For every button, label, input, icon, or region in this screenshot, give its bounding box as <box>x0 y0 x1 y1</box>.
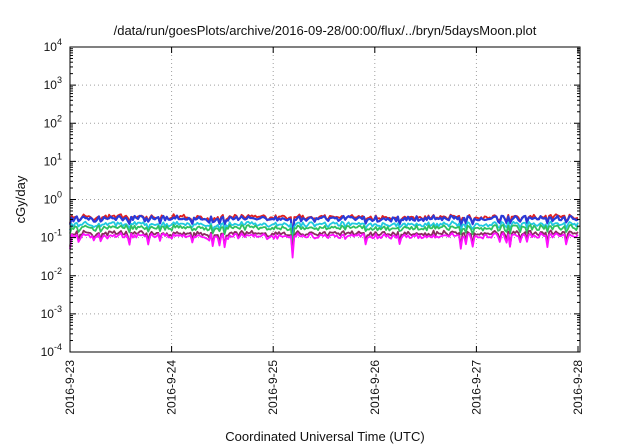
y-tick-exponent: -4 <box>54 342 62 352</box>
series-line <box>69 229 579 253</box>
y-tick-label: 103 <box>44 75 62 92</box>
y-tick-exponent: 0 <box>57 190 62 200</box>
y-tick-label: 10-2 <box>41 266 62 283</box>
y-tick-base: 10 <box>44 193 58 207</box>
chart-title: /data/run/goesPlots/archive/2016-09-28/0… <box>114 23 537 38</box>
x-tick-label: 2016-9-27 <box>469 360 483 415</box>
y-tick-exponent: 2 <box>57 113 62 123</box>
x-tick-label: 2016-9-24 <box>165 360 179 415</box>
y-tick-base: 10 <box>41 231 55 245</box>
x-tick-label: 2016-9-28 <box>571 360 585 415</box>
y-tick-exponent: 1 <box>57 151 62 161</box>
grid <box>70 47 580 352</box>
series-line <box>69 223 579 249</box>
y-tick-label: 101 <box>44 151 62 168</box>
y-axis-label: cGy/day <box>13 175 28 223</box>
y-tick-label: 10-4 <box>41 342 62 359</box>
y-tick-exponent: -3 <box>54 304 62 314</box>
series-line <box>69 220 579 246</box>
x-tick-label: 2016-9-25 <box>266 360 280 415</box>
ticks <box>69 46 580 353</box>
series-layer <box>68 213 579 259</box>
y-tick-exponent: -1 <box>54 228 62 238</box>
y-tick-base: 10 <box>44 78 58 92</box>
y-tick-label: 10-1 <box>41 228 62 245</box>
y-tick-exponent: 4 <box>57 37 62 47</box>
series-line <box>69 232 579 259</box>
y-tick-base: 10 <box>44 40 58 54</box>
y-tick-label: 10-3 <box>41 304 62 321</box>
x-tick-label: 2016-9-23 <box>63 360 77 415</box>
x-axis-label: Coordinated Universal Time (UTC) <box>225 429 424 444</box>
y-tick-base: 10 <box>41 345 55 359</box>
y-tick-exponent: 3 <box>57 75 62 85</box>
y-tick-base: 10 <box>44 154 58 168</box>
y-tick-label: 102 <box>44 113 62 130</box>
y-tick-base: 10 <box>41 269 55 283</box>
y-tick-base: 10 <box>41 307 55 321</box>
x-tick-label: 2016-9-26 <box>368 360 382 415</box>
y-tick-base: 10 <box>44 116 58 130</box>
y-tick-label: 104 <box>44 37 62 54</box>
series-line <box>68 214 579 240</box>
x-tick-labels: 2016-9-23 2016-9-24 2016-9-25 2016-9-26 2016… <box>63 360 585 415</box>
y-tick-label: 100 <box>44 190 62 207</box>
y-tick-exponent: -2 <box>54 266 62 276</box>
